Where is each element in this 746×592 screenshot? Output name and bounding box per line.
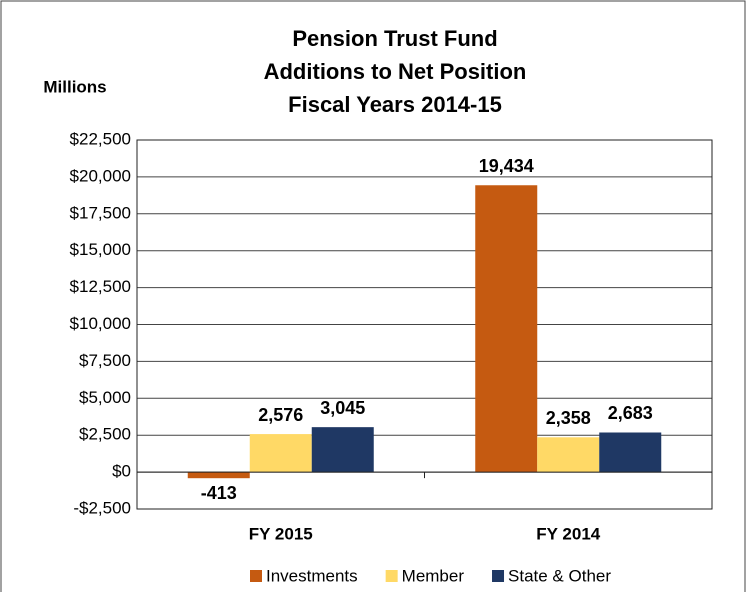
legend-label: Member bbox=[402, 566, 465, 585]
y-tick-label: $20,000 bbox=[70, 166, 131, 185]
bar bbox=[599, 432, 662, 473]
y-tick-label: $10,000 bbox=[70, 314, 131, 333]
data-label: 2,576 bbox=[258, 405, 303, 425]
legend-swatch bbox=[250, 570, 262, 582]
chart-title: Additions to Net Position bbox=[264, 59, 527, 84]
chart-title: Fiscal Years 2014-15 bbox=[288, 92, 502, 117]
bar bbox=[187, 472, 250, 479]
y-axis-label: Millions bbox=[43, 77, 106, 96]
y-tick-label: $15,000 bbox=[70, 240, 131, 259]
y-tick-label: $22,500 bbox=[70, 129, 131, 148]
y-tick-label: $5,000 bbox=[79, 388, 131, 407]
data-label: 2,358 bbox=[546, 408, 591, 428]
y-tick-label: $0 bbox=[112, 462, 131, 481]
chart-title: Pension Trust Fund bbox=[292, 26, 497, 51]
legend-swatch bbox=[492, 570, 505, 582]
plot-border bbox=[136, 139, 713, 510]
y-tick-label: $2,500 bbox=[79, 425, 131, 444]
data-label: -413 bbox=[201, 483, 237, 503]
data-label: 19,434 bbox=[479, 156, 534, 176]
data-label: 2,683 bbox=[608, 403, 653, 423]
x-tick-label: FY 2014 bbox=[536, 524, 601, 543]
y-tick-label: $12,500 bbox=[70, 277, 131, 296]
bar bbox=[475, 185, 538, 473]
legend-label: State & Other bbox=[508, 566, 611, 585]
data-label: 3,045 bbox=[320, 398, 365, 418]
legend-label: Investments bbox=[266, 566, 358, 585]
bar bbox=[537, 437, 600, 473]
bar bbox=[311, 427, 374, 473]
x-tick-label: FY 2015 bbox=[249, 524, 313, 543]
y-tick-label: -$2,500 bbox=[73, 498, 131, 517]
legend-swatch bbox=[385, 570, 398, 582]
y-tick-label: $7,500 bbox=[79, 351, 131, 370]
y-tick-label: $17,500 bbox=[70, 203, 131, 222]
bar bbox=[249, 434, 312, 473]
